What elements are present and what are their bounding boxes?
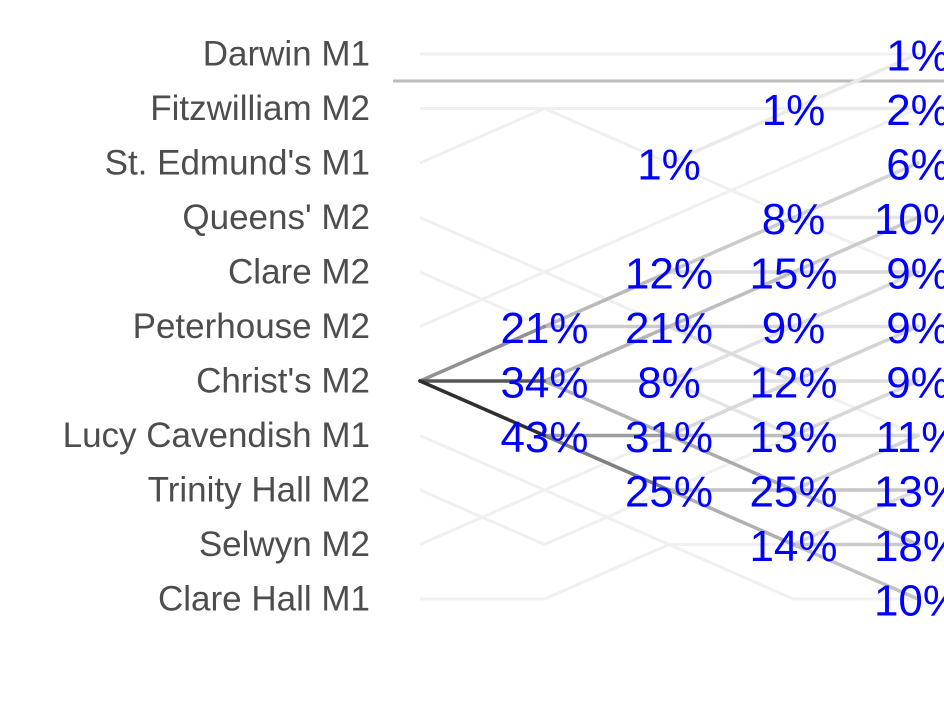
transition-line-1 xyxy=(791,52,920,111)
probability-label-day3-lucy-cavendish-m1: 13% xyxy=(749,413,837,462)
probability-label-day4-christ-s-m2: 9% xyxy=(886,359,944,408)
probability-label-day1-lucy-cavendish-m1: 43% xyxy=(500,413,588,462)
transition-line-20 xyxy=(791,433,920,492)
probability-label-day3-queens-m2: 8% xyxy=(762,195,826,244)
crew-label-peterhouse-m2: Peterhouse M2 xyxy=(133,307,370,346)
probability-label-day2-lucy-cavendish-m1: 31% xyxy=(625,413,713,462)
transition-line-9 xyxy=(667,324,796,383)
transition-line-19 xyxy=(791,324,920,383)
probability-label-day4-darwin-m1: 1% xyxy=(886,32,944,81)
transition-line-23 xyxy=(667,215,796,274)
probability-label-day4-selwyn-m2: 18% xyxy=(874,522,944,571)
transition-line-34 xyxy=(542,379,671,438)
crew-label-queens-m2: Queens' M2 xyxy=(182,198,370,237)
transition-line-35 xyxy=(667,488,796,547)
probability-label-day3-clare-m2: 15% xyxy=(749,250,837,299)
crew-label-selwyn-m2: Selwyn M2 xyxy=(199,525,370,564)
crew-label-lucy-cavendish-m1: Lucy Cavendish M1 xyxy=(63,416,370,455)
transition-line-13 xyxy=(667,379,796,438)
probability-label-day3-peterhouse-m2: 9% xyxy=(762,304,826,353)
probability-label-day3-christ-s-m2: 12% xyxy=(749,359,837,408)
crew-label-darwin-m1: Darwin M1 xyxy=(203,35,370,74)
transition-line-39 xyxy=(542,433,671,492)
transition-line-32 xyxy=(542,270,671,329)
crew-label-christ-s-m2: Christ's M2 xyxy=(196,362,370,401)
transition-line-38 xyxy=(418,324,547,383)
probability-label-day4-trinity-hall-m2: 13% xyxy=(874,468,944,517)
probability-label-day4-peterhouse-m2: 9% xyxy=(886,304,944,353)
crew-label-trinity-hall-m2: Trinity Hall M2 xyxy=(148,471,370,510)
background-path-5 xyxy=(419,107,919,328)
probability-label-day3-fitzwilliam-m2: 1% xyxy=(762,86,826,135)
probability-label-day4-clare-m2: 9% xyxy=(886,250,944,299)
crew-label-st-edmund-s-m1: St. Edmund's M1 xyxy=(105,144,370,183)
transition-line-10 xyxy=(791,270,920,329)
transition-line-28 xyxy=(791,488,920,547)
transition-line-15 xyxy=(791,379,920,438)
transition-line-0 xyxy=(667,106,796,165)
crew-label-fitzwilliam-m2: Fitzwilliam M2 xyxy=(150,89,370,128)
transition-lines xyxy=(418,52,920,601)
background-path-2 xyxy=(419,107,919,274)
probability-label-day1-peterhouse-m2: 21% xyxy=(500,304,588,353)
transition-line-29 xyxy=(791,542,920,601)
probability-label-day3-selwyn-m2: 14% xyxy=(749,522,837,571)
probability-label-day2-clare-m2: 12% xyxy=(625,250,713,299)
probability-label-day2-st-edmund-s-m1: 1% xyxy=(637,141,701,190)
probability-label-day3-trinity-hall-m2: 25% xyxy=(749,468,837,517)
probability-label-day2-christ-s-m2: 8% xyxy=(637,359,701,408)
crew-labels: Darwin M1 Fitzwilliam M2 St. Edmund's M1 Qu… xyxy=(63,35,370,619)
crew-label-clare-hall-m1: Clare Hall M1 xyxy=(158,580,370,619)
transition-line-36 xyxy=(667,433,796,492)
transition-line-18 xyxy=(791,161,920,220)
transition-line-30 xyxy=(667,270,796,329)
probability-label-day4-lucy-cavendish-m1: 11% xyxy=(876,413,944,462)
probability-label-day2-trinity-hall-m2: 25% xyxy=(625,468,713,517)
probability-label-day2-peterhouse-m2: 21% xyxy=(625,304,713,353)
crew-label-clare-m2: Clare M2 xyxy=(228,253,370,292)
probability-label-day4-queens-m2: 10% xyxy=(874,195,944,244)
probability-label-day4-st-edmund-s-m1: 6% xyxy=(886,141,944,190)
probability-labels: 21% 34% 43% 1% 12% 21% 8% 31% 25% 1% 8% 15% 9% 12% 13%… xyxy=(500,32,944,626)
probability-label-day4-clare-hall-m1: 10% xyxy=(874,577,944,626)
transition-line-24 xyxy=(791,215,920,274)
probability-label-day4-fitzwilliam-m2: 2% xyxy=(886,86,944,135)
transition-line-33 xyxy=(542,324,671,383)
transition-line-41 xyxy=(418,379,547,438)
probability-label-day1-christ-s-m2: 34% xyxy=(500,359,588,408)
